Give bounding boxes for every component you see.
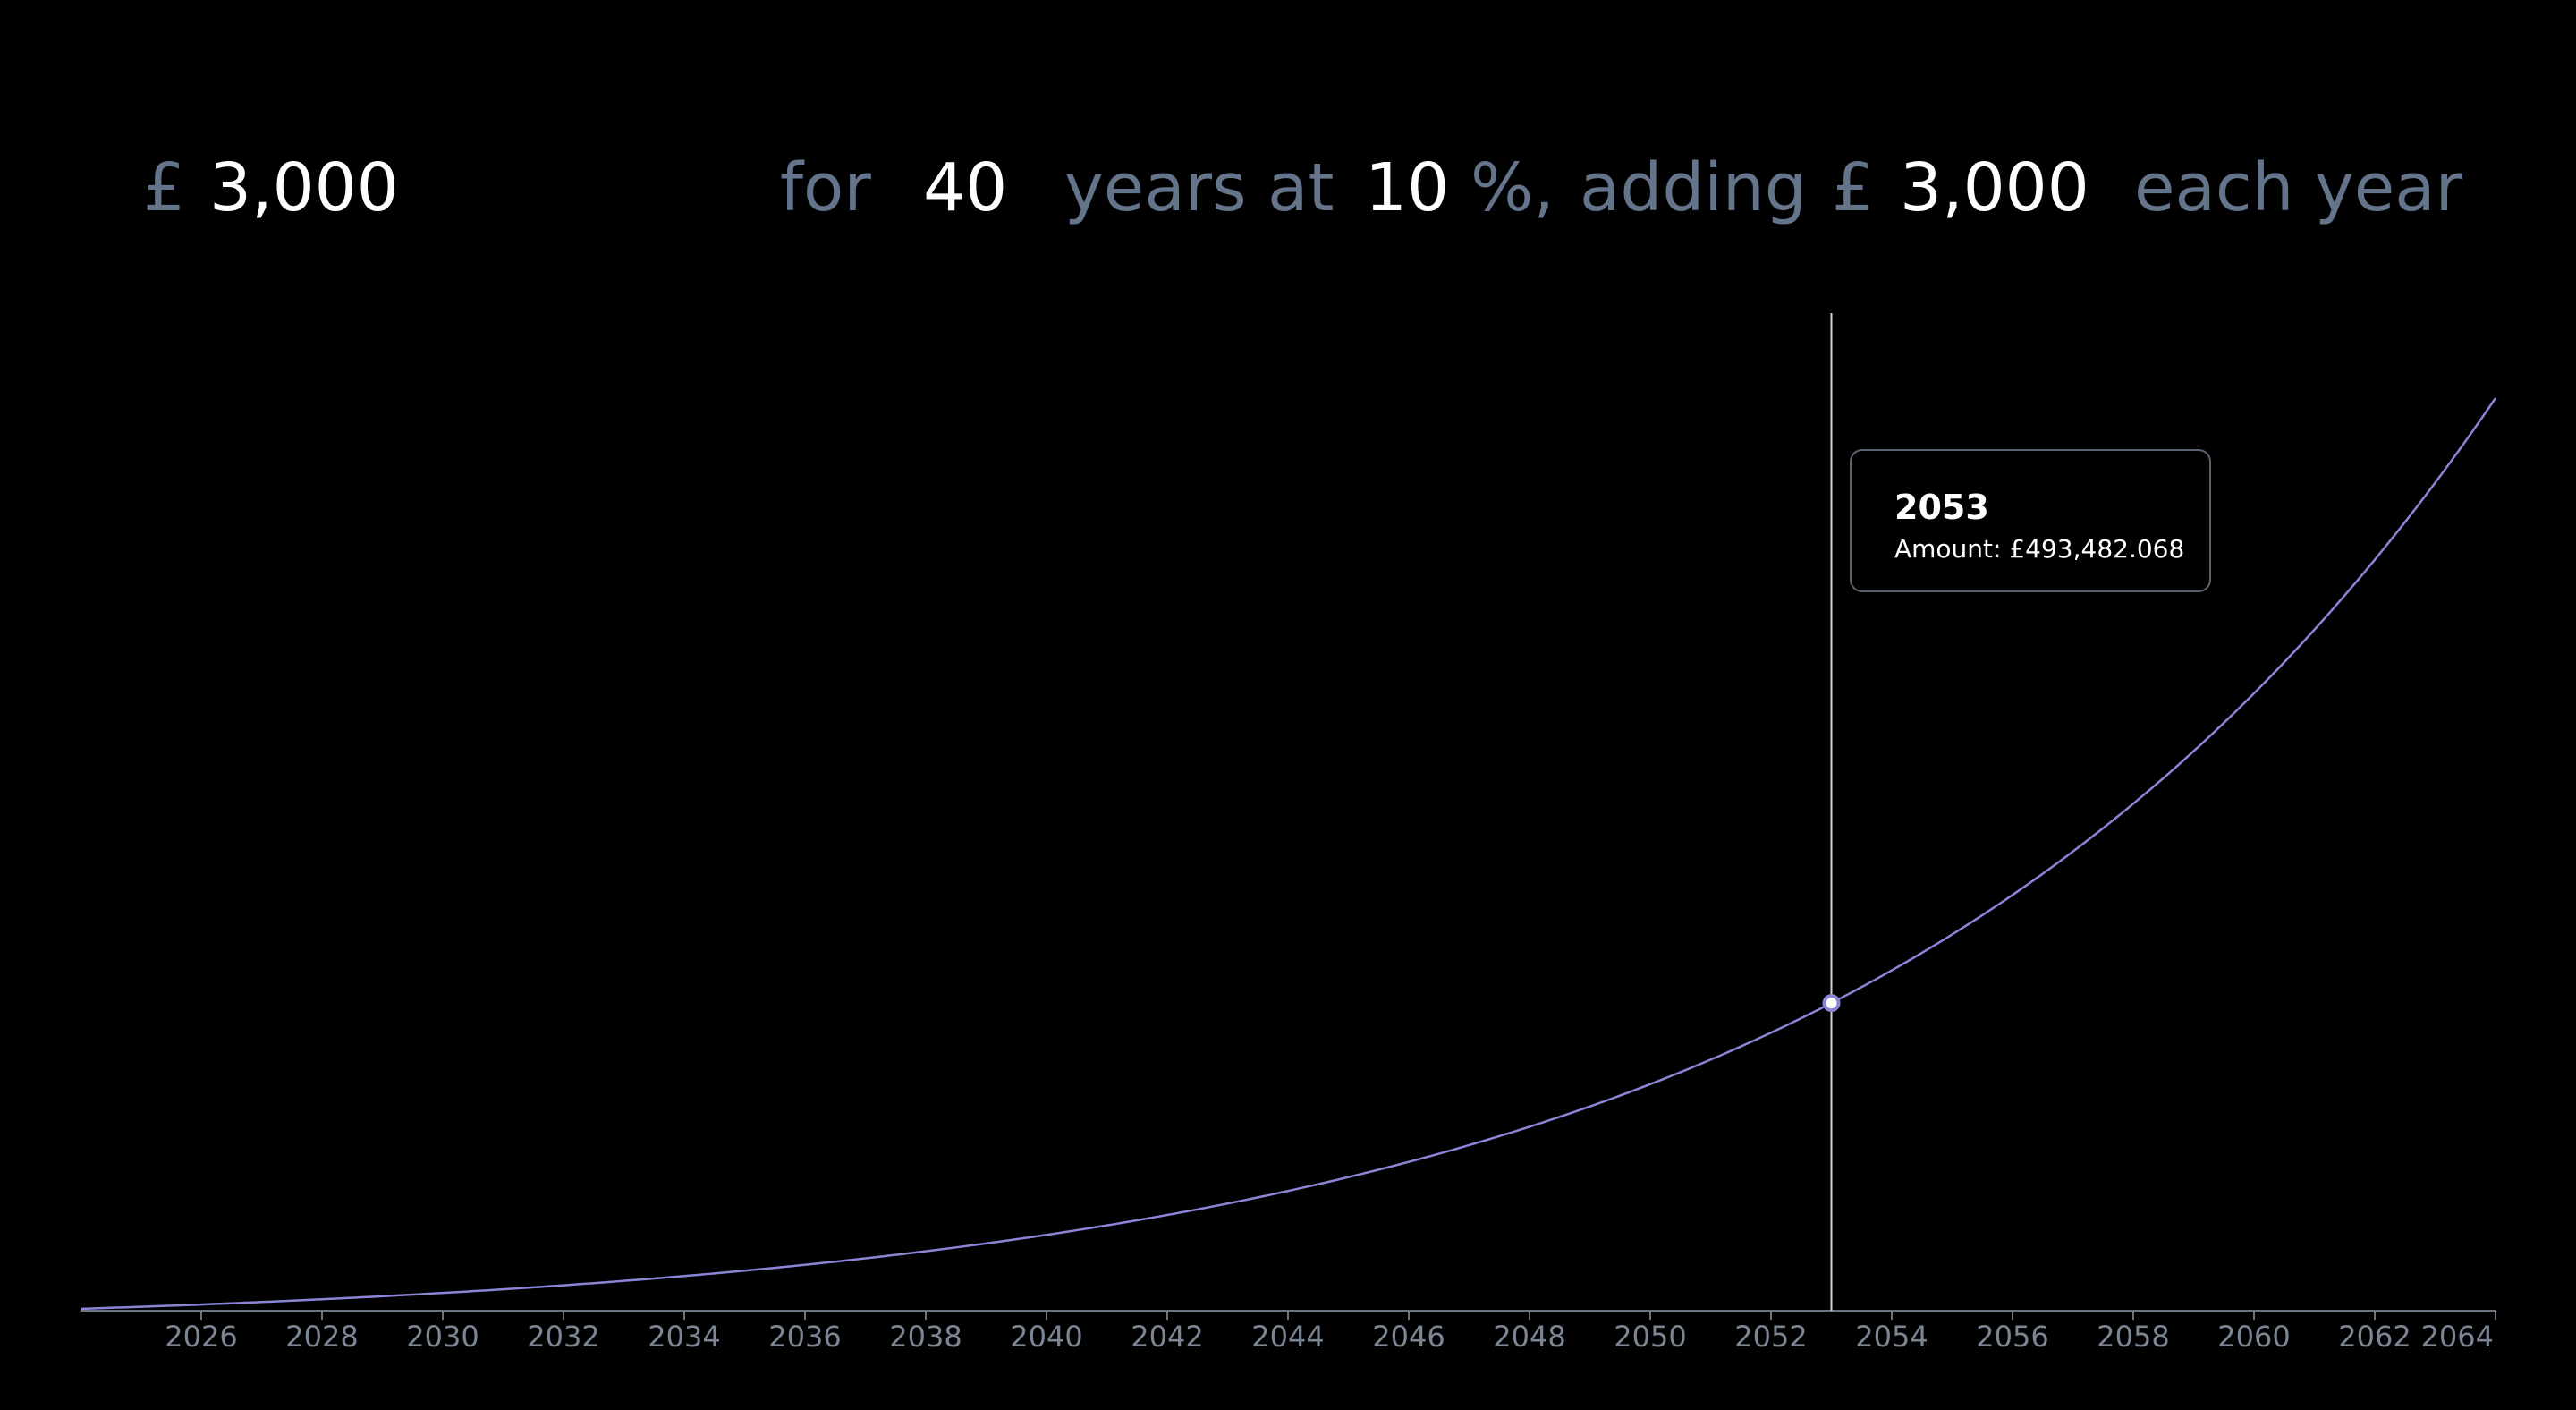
series-line [80, 397, 2497, 1311]
series-group [80, 397, 2497, 1311]
years-input[interactable] [923, 143, 1030, 233]
hover-point[interactable] [1822, 994, 1841, 1013]
x-tick-label: 2044 [1251, 1320, 1324, 1354]
adding-label: adding [1580, 149, 1807, 226]
x-tick-label: 2026 [165, 1320, 237, 1354]
x-tick-label: 2030 [406, 1320, 479, 1354]
currency-symbol-contribution: £ [1832, 149, 1875, 226]
x-tick-label: 2048 [1493, 1320, 1565, 1354]
years-at-label: years at [1064, 149, 1335, 226]
x-tick-label: 2056 [1976, 1320, 2048, 1354]
x-tick-label: 2064 [2421, 1320, 2494, 1354]
chart-tooltip: 2053 Amount: £493,482.068 [1850, 449, 2211, 592]
x-tick-label: 2038 [889, 1320, 962, 1354]
rate-input[interactable] [1365, 143, 1463, 233]
x-tick-label: 2062 [2338, 1320, 2411, 1354]
x-tick-label: 2040 [1010, 1320, 1082, 1354]
each-year-label: each year [2134, 149, 2463, 226]
x-tick-label: 2060 [2217, 1320, 2290, 1354]
x-tick-label: 2052 [1734, 1320, 1807, 1354]
x-tick-label: 2028 [285, 1320, 358, 1354]
percent-label: %, [1470, 149, 1555, 226]
tooltip-amount: Amount: £493,482.068 [1894, 534, 2185, 564]
for-label: for [780, 149, 871, 226]
currency-symbol-principal: £ [143, 149, 186, 226]
x-tick-label: 2034 [648, 1320, 720, 1354]
x-tick-label: 2036 [768, 1320, 841, 1354]
hover-group [1822, 313, 1841, 1311]
principal-input[interactable] [209, 143, 478, 233]
x-tick-label: 2042 [1131, 1320, 1203, 1354]
x-axis: 2026 2028 2030 2032 2034 2036 2038 2040 2042 2044… [80, 1310, 2496, 1354]
x-tick-label: 2046 [1372, 1320, 1445, 1354]
contribution-input[interactable] [1900, 143, 2132, 233]
x-tick-label: 2058 [2097, 1320, 2169, 1354]
x-tick-label: 2054 [1855, 1320, 1928, 1354]
x-tick-label: 2032 [527, 1320, 599, 1354]
x-tick-label: 2050 [1614, 1320, 1686, 1354]
tooltip-year: 2053 [1894, 488, 1989, 527]
